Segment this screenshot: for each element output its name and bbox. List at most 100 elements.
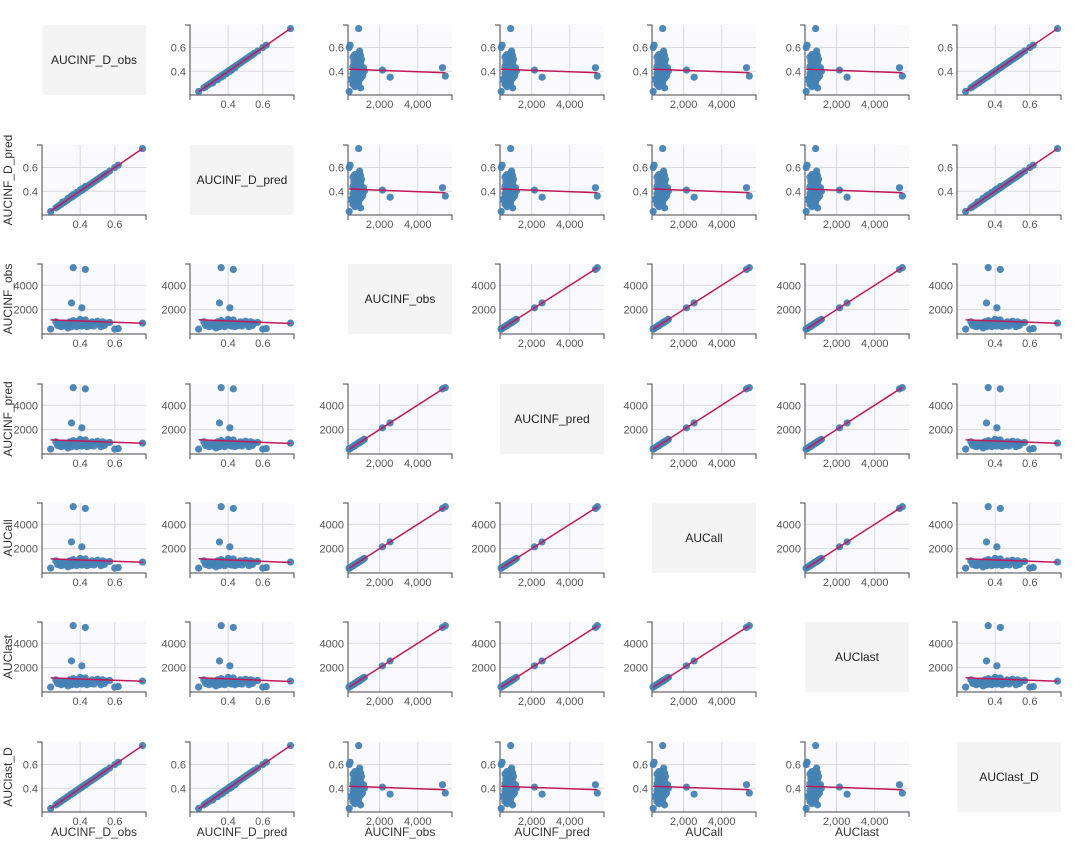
data-point: [67, 419, 76, 427]
plot-area: [805, 742, 909, 812]
panel-AUClast_D-vs-AUCINF_pred: 2,000 4,000 0.4 0.6: [481, 741, 605, 828]
x-tick-label: 2,000: [366, 577, 394, 589]
axis-lines: [37, 741, 147, 817]
axis-lines: [495, 741, 605, 817]
x-tick-label: 0.6: [1022, 577, 1037, 589]
trend-line: [965, 319, 1058, 324]
y-tick-label: 0.4: [481, 186, 496, 198]
y-tick-label: 0.6: [633, 43, 648, 55]
panel-AUCINF_D_pred-vs-AUCINF_D_pred: AUCINF_D_pred: [190, 145, 294, 215]
x-tick-label: 0.6: [107, 338, 122, 350]
panel-AUCINF_pred-vs-AUCINF_D_obs: 0.4 0.6 2000 4000: [14, 383, 147, 470]
axis-lines: [952, 24, 1062, 100]
x-tick-label: 0.6: [255, 458, 270, 470]
y-tick-label: 4000: [929, 400, 953, 412]
diagonal-box: [190, 145, 294, 215]
trend-line: [198, 27, 291, 93]
data-point: [67, 299, 76, 307]
panel-AUCINF_pred-vs-AUClast: 2,000 4,000 2000 4000: [777, 383, 910, 470]
x-tick-label: 0.6: [1022, 338, 1037, 350]
x-tick-label: 0.6: [1022, 696, 1037, 708]
panel-AUCINF_D_pred-vs-AUCINF_D_obs: 0.4 0.6 0.4 0.6: [23, 144, 147, 231]
y-tick-label: 2000: [162, 305, 186, 317]
axis-lines: [952, 621, 1062, 697]
data-point: [843, 193, 851, 201]
x-tick-label: 0.4: [987, 338, 1002, 350]
axis-lines: [800, 502, 910, 578]
panel-AUCINF_D_obs-vs-AUCall: 2,000 4,000 0.4 0.6: [633, 24, 757, 111]
trend-line: [198, 744, 291, 810]
data-point: [538, 193, 546, 201]
x-tick-label: 4,000: [404, 219, 432, 231]
data-point: [69, 622, 77, 630]
trend-line: [652, 386, 750, 450]
data-point: [498, 758, 506, 766]
axis-lines: [800, 383, 910, 459]
trend-line: [349, 68, 446, 74]
data-point: [812, 144, 820, 153]
data-point: [441, 192, 449, 200]
x-tick-label: 4,000: [861, 338, 889, 350]
y-tick-label: 0.6: [481, 43, 496, 55]
data-point: [345, 207, 353, 216]
x-axis-title: AUCINF_D_pred: [197, 825, 288, 839]
y-tick-label: 4000: [162, 638, 186, 650]
axis-lines: [952, 383, 1062, 459]
y-tick-label: 4000: [472, 280, 496, 292]
data-point: [962, 564, 970, 572]
trend-line: [806, 68, 903, 74]
data-point: [898, 264, 906, 272]
y-tick-label: 0.6: [329, 43, 344, 55]
y-tick-label: 0.6: [329, 163, 344, 175]
data-point: [78, 543, 86, 551]
axis-lines: [37, 263, 147, 339]
y-tick-label: 4000: [777, 280, 801, 292]
trend-line: [965, 439, 1058, 444]
x-tick-label: 4,000: [404, 816, 432, 828]
plot-area: [348, 742, 452, 812]
panel-AUCINF_D_pred-vs-AUCINF_pred: 2,000 4,000 0.4 0.6: [481, 144, 605, 231]
x-tick-label: 4,000: [708, 338, 736, 350]
axis-lines: [37, 502, 147, 578]
axis-lines: [952, 144, 1062, 220]
y-tick-label: 2000: [929, 425, 953, 437]
x-tick-label: 0.4: [220, 696, 235, 708]
x-tick-label: 2,000: [518, 99, 546, 111]
y-axis-title: AUCINF_pred: [1, 381, 15, 456]
x-tick-label: 2,000: [823, 577, 851, 589]
axis-lines: [343, 502, 453, 578]
x-tick-label: 4,000: [861, 577, 889, 589]
x-tick-label: 2,000: [518, 338, 546, 350]
data-point: [895, 184, 904, 192]
trend-line: [348, 625, 446, 688]
data-point: [993, 424, 1001, 432]
data-point: [649, 804, 657, 813]
trend-line: [652, 625, 750, 688]
diagonal-label: AUCall: [685, 531, 722, 545]
axis-lines: [343, 24, 453, 100]
data-point: [898, 503, 906, 511]
trend-line: [806, 785, 903, 791]
data-point: [802, 207, 810, 216]
x-axis-title: AUCINF_D_obs: [51, 825, 137, 839]
data-point: [993, 304, 1001, 312]
panel-AUCall-vs-AUClast_D: 0.4 0.6 2000 4000: [929, 502, 1062, 589]
data-point: [67, 657, 76, 665]
axis-lines: [800, 24, 910, 100]
trend-line: [965, 27, 1058, 93]
data-point: [538, 790, 546, 798]
data-point: [984, 384, 992, 392]
data-point: [507, 741, 515, 750]
data-point: [996, 385, 1004, 393]
x-tick-label: 0.4: [72, 338, 87, 350]
y-tick-label: 0.4: [329, 783, 344, 795]
data-point: [215, 419, 224, 427]
axis-lines: [800, 741, 910, 817]
data-point: [898, 192, 906, 200]
x-tick-label: 0.4: [72, 816, 87, 828]
data-point: [508, 167, 516, 175]
data-point: [659, 741, 667, 750]
data-point: [386, 73, 394, 81]
data-point: [745, 72, 753, 80]
plot-area: [652, 742, 756, 812]
